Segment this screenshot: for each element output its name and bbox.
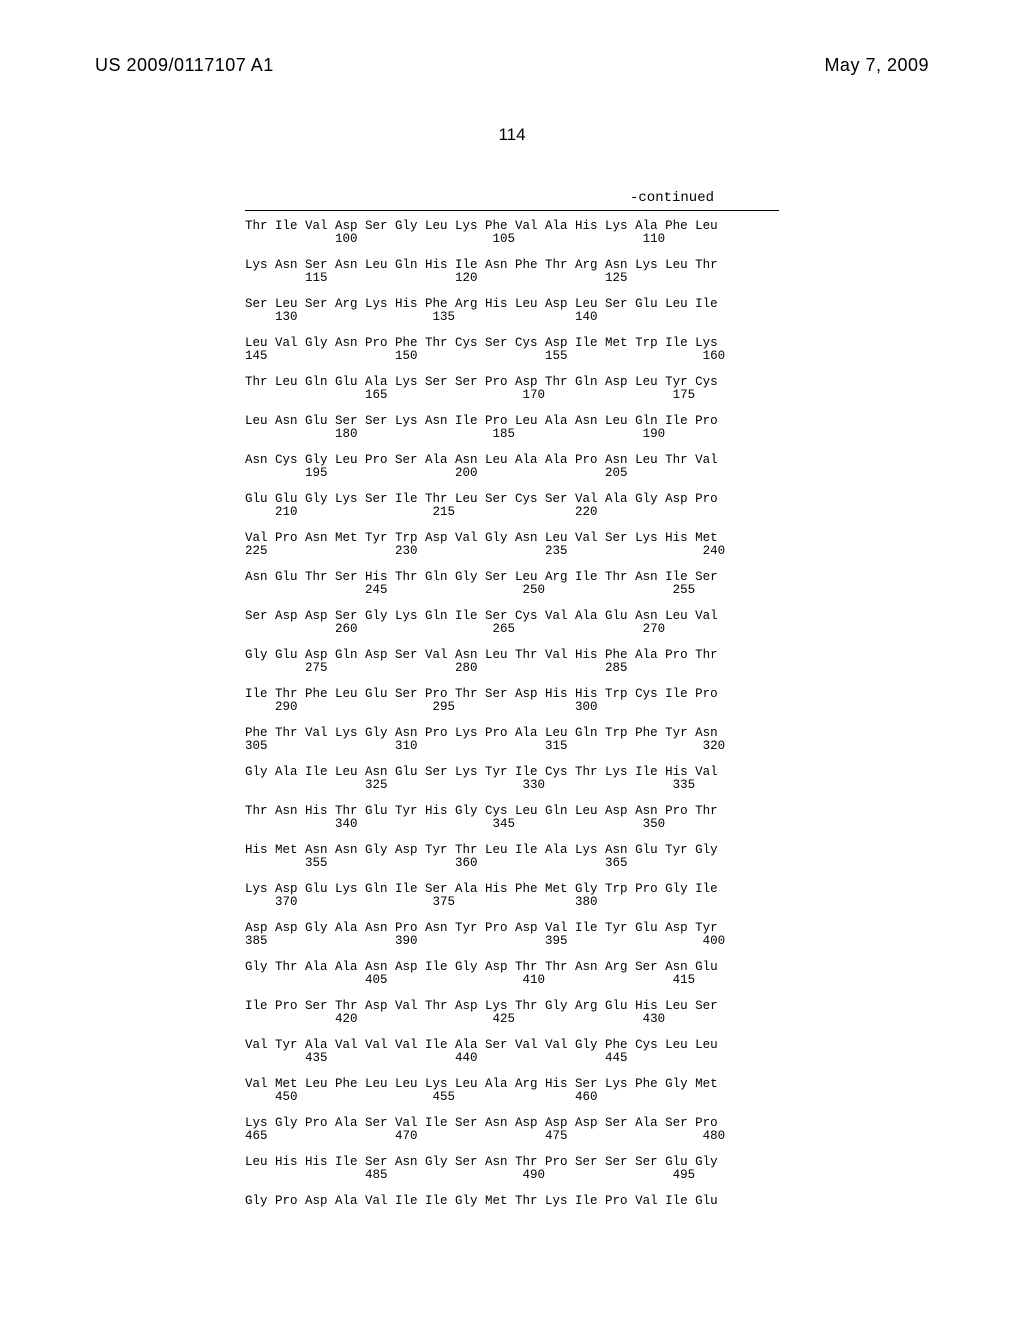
position-row: 130 135 140 bbox=[245, 311, 725, 324]
sequence-block: Thr Asn His Thr Glu Tyr His Gly Cys Leu … bbox=[245, 805, 725, 831]
publication-date: May 7, 2009 bbox=[824, 55, 929, 76]
position-row: 450 455 460 bbox=[245, 1091, 725, 1104]
position-row: 210 215 220 bbox=[245, 506, 725, 519]
position-row: 180 185 190 bbox=[245, 428, 725, 441]
position-row: 225 230 235 240 bbox=[245, 545, 725, 558]
sequence-block: Val Met Leu Phe Leu Leu Lys Leu Ala Arg … bbox=[245, 1078, 725, 1104]
publication-number: US 2009/0117107 A1 bbox=[95, 55, 274, 76]
position-row: 385 390 395 400 bbox=[245, 935, 725, 948]
sequence-block: Ser Asp Asp Ser Gly Lys Gln Ile Ser Cys … bbox=[245, 610, 725, 636]
position-row: 405 410 415 bbox=[245, 974, 725, 987]
position-row: 290 295 300 bbox=[245, 701, 725, 714]
sequence-block: Val Pro Asn Met Tyr Trp Asp Val Gly Asn … bbox=[245, 532, 725, 558]
sequence-block: Lys Gly Pro Ala Ser Val Ile Ser Asn Asp … bbox=[245, 1117, 725, 1143]
position-row: 260 265 270 bbox=[245, 623, 725, 636]
position-row: 465 470 475 480 bbox=[245, 1130, 725, 1143]
position-row: 370 375 380 bbox=[245, 896, 725, 909]
sequence-block: Lys Asn Ser Asn Leu Gln His Ile Asn Phe … bbox=[245, 259, 725, 285]
amino-acid-row: Gly Pro Asp Ala Val Ile Ile Gly Met Thr … bbox=[245, 1195, 725, 1208]
position-row: 435 440 445 bbox=[245, 1052, 725, 1065]
sequence-block: Thr Leu Gln Glu Ala Lys Ser Ser Pro Asp … bbox=[245, 376, 725, 402]
continued-label: -continued bbox=[630, 190, 714, 206]
sequence-block: Asn Cys Gly Leu Pro Ser Ala Asn Leu Ala … bbox=[245, 454, 725, 480]
sequence-block: Leu His His Ile Ser Asn Gly Ser Asn Thr … bbox=[245, 1156, 725, 1182]
position-row: 195 200 205 bbox=[245, 467, 725, 480]
sequence-block: Gly Glu Asp Gln Asp Ser Val Asn Leu Thr … bbox=[245, 649, 725, 675]
position-row: 165 170 175 bbox=[245, 389, 725, 402]
sequence-block: Leu Val Gly Asn Pro Phe Thr Cys Ser Cys … bbox=[245, 337, 725, 363]
sequence-block: Ser Leu Ser Arg Lys His Phe Arg His Leu … bbox=[245, 298, 725, 324]
sequence-block: Gly Thr Ala Ala Asn Asp Ile Gly Asp Thr … bbox=[245, 961, 725, 987]
position-row: 305 310 315 320 bbox=[245, 740, 725, 753]
sequence-block: Val Tyr Ala Val Val Val Ile Ala Ser Val … bbox=[245, 1039, 725, 1065]
position-row: 245 250 255 bbox=[245, 584, 725, 597]
position-row: 275 280 285 bbox=[245, 662, 725, 675]
sequence-block: Gly Ala Ile Leu Asn Glu Ser Lys Tyr Ile … bbox=[245, 766, 725, 792]
position-row: 115 120 125 bbox=[245, 272, 725, 285]
separator-line bbox=[245, 210, 779, 211]
sequence-block: Thr Ile Val Asp Ser Gly Leu Lys Phe Val … bbox=[245, 220, 725, 246]
sequence-block: His Met Asn Asn Gly Asp Tyr Thr Leu Ile … bbox=[245, 844, 725, 870]
position-row: 325 330 335 bbox=[245, 779, 725, 792]
sequence-block: Glu Glu Gly Lys Ser Ile Thr Leu Ser Cys … bbox=[245, 493, 725, 519]
position-row: 355 360 365 bbox=[245, 857, 725, 870]
sequence-block: Ile Thr Phe Leu Glu Ser Pro Thr Ser Asp … bbox=[245, 688, 725, 714]
page-number: 114 bbox=[498, 125, 525, 145]
sequence-block: Ile Pro Ser Thr Asp Val Thr Asp Lys Thr … bbox=[245, 1000, 725, 1026]
sequence-block: Asn Glu Thr Ser His Thr Gln Gly Ser Leu … bbox=[245, 571, 725, 597]
position-row: 145 150 155 160 bbox=[245, 350, 725, 363]
sequence-listing: Thr Ile Val Asp Ser Gly Leu Lys Phe Val … bbox=[245, 220, 725, 1221]
sequence-block: Asp Asp Gly Ala Asn Pro Asn Tyr Pro Asp … bbox=[245, 922, 725, 948]
sequence-block: Gly Pro Asp Ala Val Ile Ile Gly Met Thr … bbox=[245, 1195, 725, 1208]
position-row: 485 490 495 bbox=[245, 1169, 725, 1182]
sequence-block: Phe Thr Val Lys Gly Asn Pro Lys Pro Ala … bbox=[245, 727, 725, 753]
position-row: 340 345 350 bbox=[245, 818, 725, 831]
position-row: 420 425 430 bbox=[245, 1013, 725, 1026]
position-row: 100 105 110 bbox=[245, 233, 725, 246]
sequence-block: Leu Asn Glu Ser Ser Lys Asn Ile Pro Leu … bbox=[245, 415, 725, 441]
sequence-block: Lys Asp Glu Lys Gln Ile Ser Ala His Phe … bbox=[245, 883, 725, 909]
